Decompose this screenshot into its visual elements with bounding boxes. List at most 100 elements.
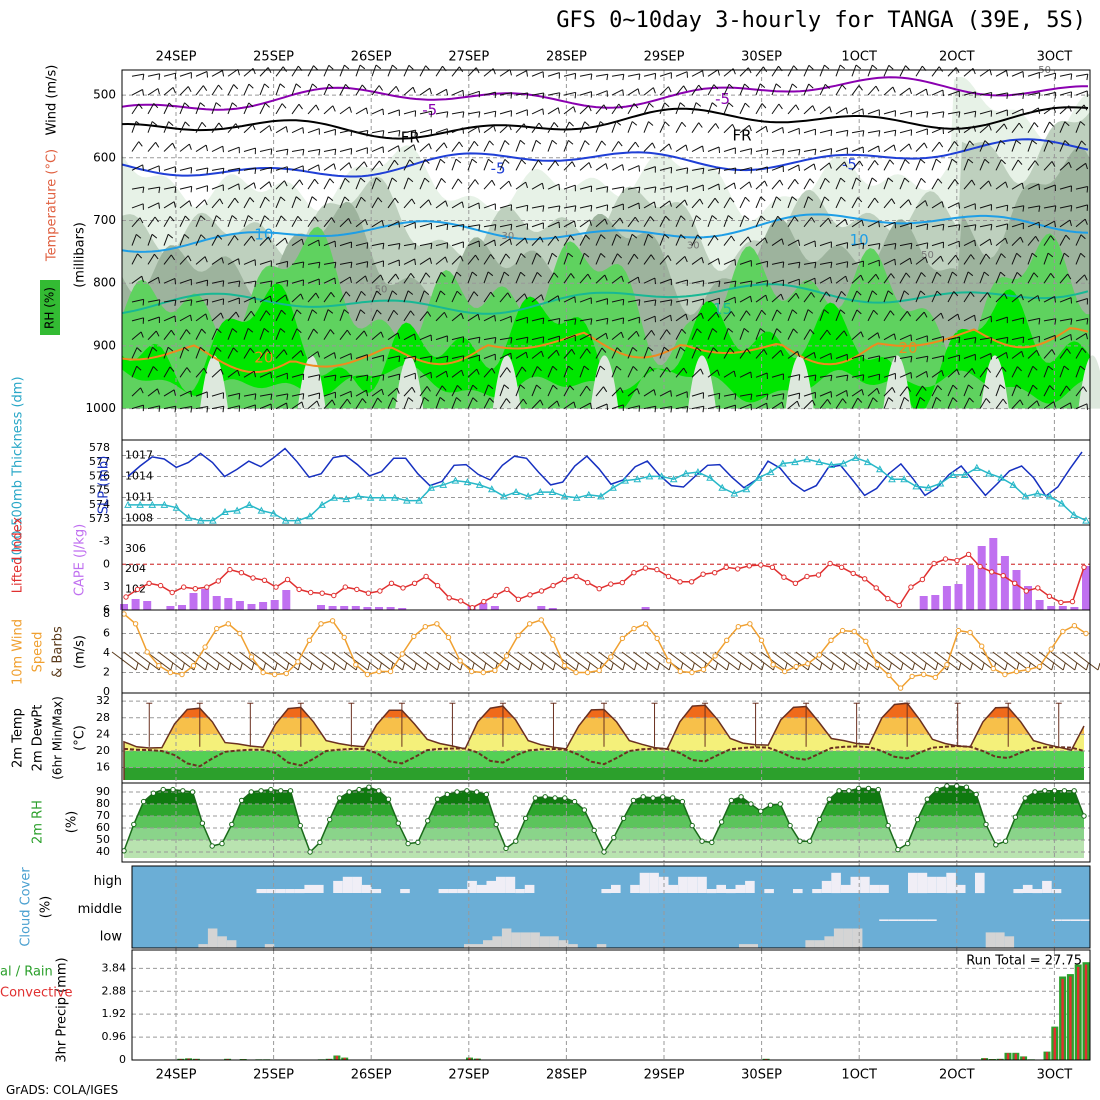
barb-shaft bbox=[419, 222, 432, 228]
barb-shaft bbox=[595, 163, 607, 171]
barb-shaft bbox=[851, 85, 860, 96]
barb-flag bbox=[571, 349, 576, 355]
barb-shaft bbox=[403, 386, 413, 397]
barb-shaft bbox=[563, 334, 576, 341]
barb-flag bbox=[332, 105, 336, 112]
barb-shaft bbox=[1043, 385, 1051, 397]
barb-flag bbox=[652, 87, 656, 94]
wind-barb-flag bbox=[761, 662, 765, 671]
barb-shaft bbox=[691, 215, 697, 227]
barb-flag bbox=[366, 390, 369, 397]
barb-flag bbox=[862, 130, 865, 137]
barb-flag bbox=[654, 278, 656, 285]
barb-shaft bbox=[195, 85, 204, 96]
barb-flag bbox=[828, 162, 832, 169]
barb-shaft bbox=[307, 104, 317, 115]
barb-shaft bbox=[499, 204, 512, 209]
barb-shaft bbox=[771, 179, 781, 190]
barb-flag bbox=[382, 243, 385, 250]
rh-2m-point bbox=[689, 822, 695, 829]
barb-shaft bbox=[787, 374, 800, 378]
barb-shaft bbox=[163, 234, 169, 246]
lifted-index-point bbox=[434, 582, 441, 589]
barb-shaft bbox=[1059, 348, 1068, 359]
thickness-point bbox=[233, 506, 241, 514]
wind-barb bbox=[575, 651, 600, 671]
wind-barb-flag bbox=[935, 662, 939, 671]
wind-speed-point bbox=[897, 685, 904, 691]
rh-2m-point bbox=[601, 849, 607, 855]
barb-shaft bbox=[547, 253, 553, 265]
barb-shaft bbox=[371, 242, 384, 247]
cape-bar bbox=[386, 607, 395, 610]
barb-flag bbox=[906, 386, 912, 392]
barb-flag bbox=[394, 197, 399, 204]
barb-flag bbox=[857, 397, 863, 403]
barb-shaft bbox=[675, 299, 688, 303]
barb-flag bbox=[266, 348, 271, 355]
thickness-point bbox=[584, 490, 593, 498]
barb-flag bbox=[717, 258, 721, 265]
barb-flag bbox=[190, 167, 193, 174]
barb-shaft bbox=[531, 350, 542, 359]
rh-2m-point bbox=[268, 786, 274, 793]
barb-shaft bbox=[547, 384, 554, 397]
thickness-point bbox=[524, 492, 533, 500]
barb-flag bbox=[632, 366, 638, 371]
barb-shaft bbox=[419, 110, 432, 115]
rh-2m-point bbox=[816, 816, 823, 823]
barb-shaft bbox=[131, 298, 144, 303]
wind-barb bbox=[540, 651, 566, 671]
barb-shaft bbox=[627, 366, 634, 378]
wind-barb bbox=[413, 651, 438, 671]
barb-shaft bbox=[755, 166, 768, 171]
barb-flag bbox=[586, 348, 591, 354]
barb-shaft bbox=[243, 347, 251, 359]
barb-shaft bbox=[611, 89, 623, 96]
rh-band bbox=[124, 840, 1084, 858]
barb-flag bbox=[441, 385, 447, 391]
lifted-index-point bbox=[1035, 585, 1041, 591]
barb-shaft bbox=[179, 329, 187, 340]
barb-shaft bbox=[771, 279, 784, 284]
barb-flag bbox=[891, 198, 896, 205]
wind-barb bbox=[134, 651, 160, 671]
barb-flag bbox=[510, 92, 513, 99]
wind-barb-flag bbox=[344, 662, 348, 671]
barb-shaft bbox=[371, 108, 384, 115]
wind-speed-point bbox=[805, 661, 811, 667]
rh-2m-point bbox=[229, 821, 235, 828]
thickness-point bbox=[778, 459, 787, 467]
barb-flag bbox=[542, 92, 545, 99]
barb-flag bbox=[558, 221, 560, 229]
barb-flag bbox=[664, 121, 670, 127]
barb-shaft bbox=[675, 85, 684, 96]
barb-flag bbox=[263, 328, 270, 333]
barb-flag bbox=[860, 331, 864, 338]
barb-shaft bbox=[435, 385, 443, 397]
barb-shaft bbox=[931, 89, 944, 96]
barb-shaft bbox=[867, 355, 880, 359]
thickness-point bbox=[815, 458, 824, 466]
barb-flag bbox=[855, 177, 862, 183]
barb-flag bbox=[634, 141, 640, 148]
thickness-point bbox=[633, 475, 642, 483]
barb-flag bbox=[615, 121, 622, 126]
barb-shaft bbox=[915, 159, 921, 171]
barb-flag bbox=[366, 242, 369, 249]
barb-flag bbox=[599, 121, 606, 126]
ylabel-wind: Wind (m/s) bbox=[45, 65, 60, 136]
barb-shaft bbox=[979, 367, 988, 378]
barb-shaft bbox=[243, 124, 254, 134]
barb-flag bbox=[874, 197, 879, 204]
barb-shaft bbox=[499, 315, 512, 322]
barb-shaft bbox=[371, 160, 380, 171]
wind-speed-point bbox=[642, 621, 649, 627]
barb-flag bbox=[458, 141, 464, 148]
barb-shaft bbox=[131, 141, 140, 152]
barb-shaft bbox=[323, 261, 336, 265]
barb-flag bbox=[553, 122, 559, 128]
rh-2m-point bbox=[1032, 789, 1038, 795]
barb-shaft bbox=[403, 310, 412, 322]
barb-shaft bbox=[979, 68, 991, 77]
